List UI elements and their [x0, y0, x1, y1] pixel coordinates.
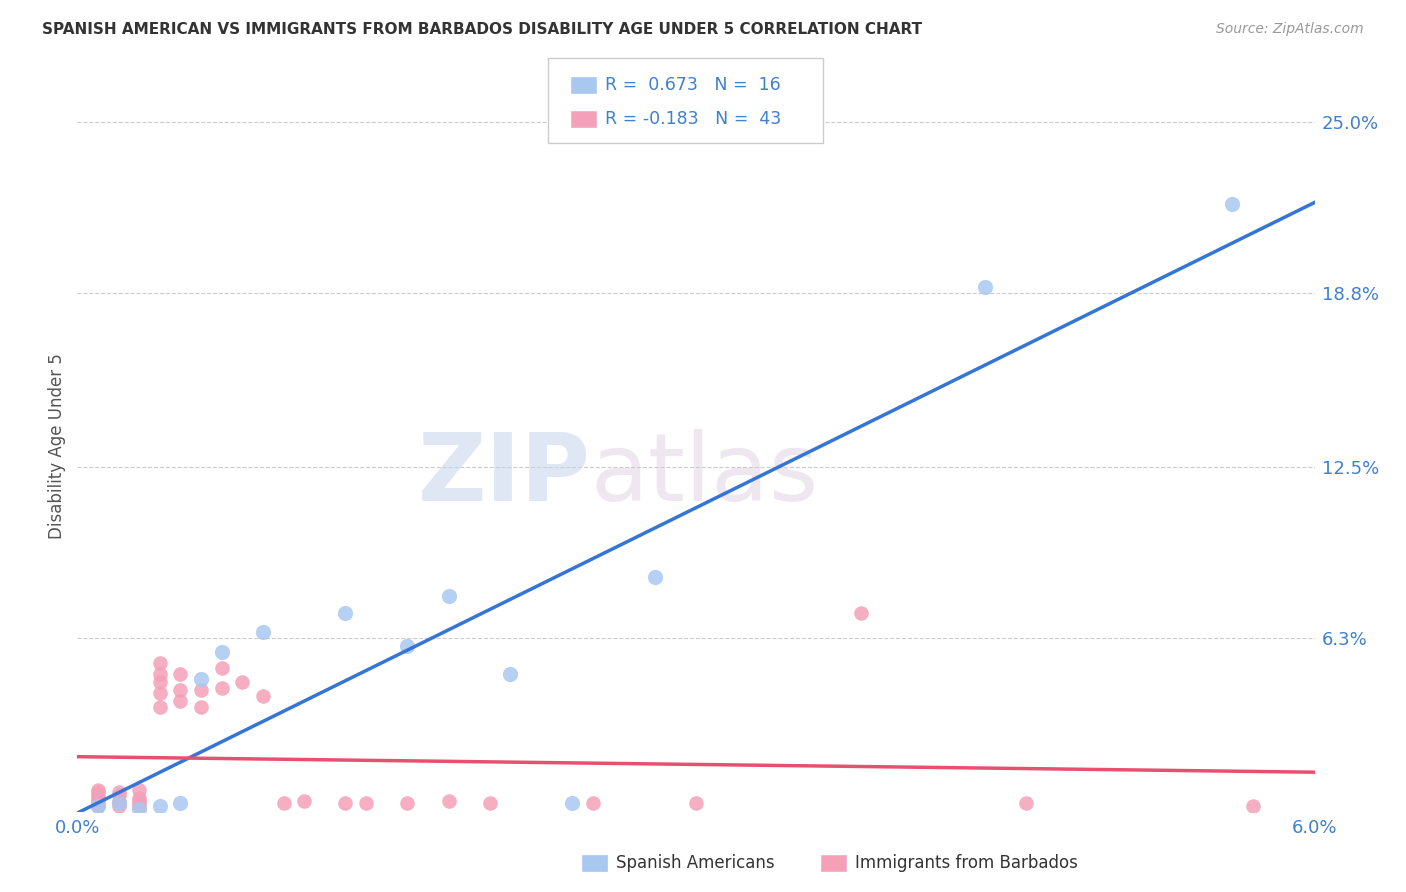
- Text: atlas: atlas: [591, 429, 820, 521]
- Y-axis label: Disability Age Under 5: Disability Age Under 5: [48, 353, 66, 539]
- Point: [107, 799, 129, 814]
- Point: [87, 782, 110, 797]
- Point: [107, 797, 129, 811]
- Point: [87, 788, 110, 802]
- Point: [644, 570, 666, 584]
- Text: ZIP: ZIP: [418, 429, 591, 521]
- Point: [335, 606, 357, 620]
- Point: [478, 797, 501, 811]
- Point: [107, 788, 129, 802]
- Point: [149, 656, 172, 670]
- Point: [1015, 797, 1038, 811]
- Point: [87, 794, 110, 808]
- Text: Source: ZipAtlas.com: Source: ZipAtlas.com: [1216, 22, 1364, 37]
- Point: [107, 794, 129, 808]
- Point: [87, 785, 110, 799]
- Point: [252, 625, 274, 640]
- Point: [128, 799, 150, 814]
- Point: [252, 689, 274, 703]
- Point: [437, 590, 460, 604]
- Point: [396, 639, 419, 653]
- Point: [231, 675, 253, 690]
- Point: [973, 280, 995, 294]
- Text: SPANISH AMERICAN VS IMMIGRANTS FROM BARBADOS DISABILITY AGE UNDER 5 CORRELATION : SPANISH AMERICAN VS IMMIGRANTS FROM BARB…: [42, 22, 922, 37]
- Point: [437, 794, 460, 808]
- Point: [273, 797, 295, 811]
- Point: [190, 683, 212, 698]
- Text: R = -0.183   N =  43: R = -0.183 N = 43: [605, 111, 780, 128]
- Point: [685, 797, 707, 811]
- Point: [335, 797, 357, 811]
- Point: [190, 672, 212, 686]
- Point: [169, 666, 191, 681]
- Point: [169, 694, 191, 708]
- Point: [87, 799, 110, 814]
- Point: [561, 797, 583, 811]
- Point: [149, 675, 172, 690]
- Point: [211, 661, 233, 675]
- Point: [190, 699, 212, 714]
- Point: [87, 799, 110, 814]
- Point: [149, 799, 172, 814]
- Text: Spanish Americans: Spanish Americans: [616, 854, 775, 871]
- Point: [354, 797, 377, 811]
- Point: [211, 681, 233, 695]
- Point: [128, 782, 150, 797]
- Point: [149, 666, 172, 681]
- Point: [849, 606, 872, 620]
- Point: [107, 785, 129, 799]
- Point: [87, 797, 110, 811]
- Point: [149, 699, 172, 714]
- Text: Immigrants from Barbados: Immigrants from Barbados: [855, 854, 1078, 871]
- Point: [128, 791, 150, 805]
- Point: [128, 794, 150, 808]
- Point: [128, 797, 150, 811]
- Point: [499, 666, 522, 681]
- Point: [128, 802, 150, 816]
- Point: [169, 683, 191, 698]
- Point: [169, 797, 191, 811]
- Point: [87, 791, 110, 805]
- Point: [149, 686, 172, 700]
- Point: [582, 797, 605, 811]
- Point: [211, 645, 233, 659]
- Point: [1241, 799, 1264, 814]
- Point: [396, 797, 419, 811]
- Point: [107, 797, 129, 811]
- Point: [1220, 197, 1243, 211]
- Point: [292, 794, 315, 808]
- Text: R =  0.673   N =  16: R = 0.673 N = 16: [605, 76, 780, 95]
